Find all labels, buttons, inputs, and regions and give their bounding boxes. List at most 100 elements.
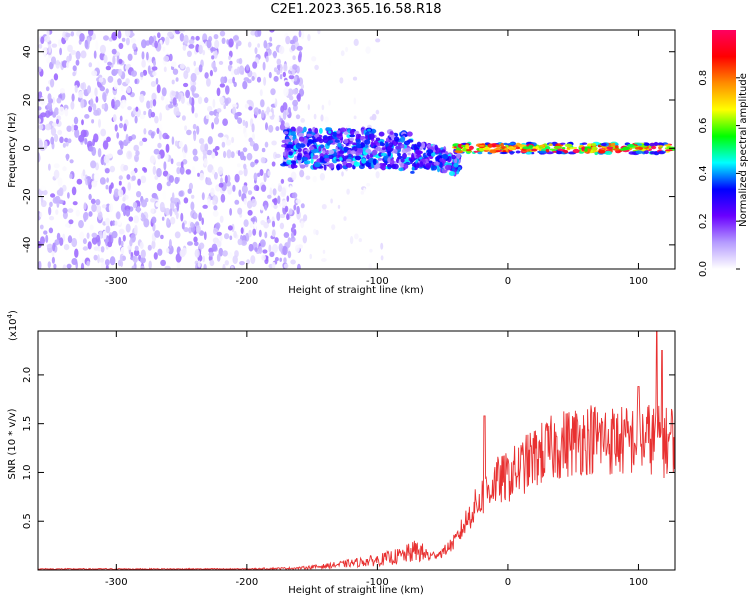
spectrogram-cell [93, 109, 100, 116]
spectrogram-cell [263, 40, 268, 49]
spectrogram-cell [123, 123, 127, 132]
spectrogram-cell [87, 241, 92, 250]
spectrogram-cell [286, 144, 294, 149]
spectrogram-cell [198, 64, 203, 73]
spectrogram-cell [40, 36, 45, 44]
spectrogram-cell [124, 30, 131, 37]
spectrogram-cell [125, 133, 129, 143]
spectrogram-cell [120, 85, 124, 92]
spectrogram-cell [321, 104, 325, 111]
spectrogram-cell [225, 139, 232, 146]
spectrogram-cell [176, 161, 182, 167]
spectrogram-cell [69, 159, 74, 164]
spectrogram-cell [232, 76, 236, 84]
spectrogram-cell [294, 75, 298, 82]
spectrogram-cell [116, 211, 121, 220]
spectrogram-cell [254, 247, 258, 252]
spectrogram-cell [165, 143, 170, 153]
spectrogram-cell [51, 43, 58, 48]
spectrogram-cell [644, 150, 649, 155]
spectrogram-cell [155, 202, 160, 208]
spectrogram-cell [252, 133, 255, 141]
spectrogram-cell [40, 236, 45, 245]
spectrogram-cell [256, 185, 260, 191]
spectrogram-cell [198, 96, 203, 105]
spectrogram-cell [375, 137, 381, 141]
spectrogram-cell [300, 30, 305, 40]
spectrogram-cell [368, 133, 375, 140]
spectrogram-cell [257, 30, 262, 37]
spectrogram-cell [156, 182, 163, 192]
spectrogram-cell [65, 223, 70, 228]
spectrogram-cell [178, 140, 184, 148]
spectrogram-cell [141, 59, 146, 68]
spectrogram-cell [89, 98, 94, 108]
spectrogram-cell [211, 151, 216, 159]
spectrogram-cell [71, 93, 75, 102]
spectrogram-cell [171, 79, 175, 85]
spectrogram-cell [172, 68, 179, 75]
spectrogram-cell [400, 144, 405, 149]
spectrogram-cell [247, 209, 253, 216]
spectrogram-cell [161, 87, 167, 97]
spectrogram-cell [283, 87, 289, 97]
spectrogram-cell [454, 157, 458, 164]
spectrogram-cell [146, 51, 149, 61]
spectrogram-cell [264, 141, 269, 148]
snr-y-scale: (x104) [6, 310, 19, 341]
spectrogram-cell [224, 174, 228, 184]
spectrogram-cell [284, 122, 290, 128]
spectrogram-cell [482, 146, 491, 151]
spectrogram-cell [119, 141, 124, 150]
spectrogram-cell [411, 166, 415, 171]
spectrogram-cell [163, 161, 167, 171]
spectrogram-cell [112, 114, 117, 122]
spectrogram-cell [190, 221, 194, 228]
spectrogram-cell [283, 257, 287, 264]
spectrogram-cell [162, 46, 166, 52]
spectrogram-cell [215, 222, 221, 230]
spectrogram-cell [366, 154, 370, 160]
spectrogram-cell [269, 36, 273, 42]
spectrogram-cell [82, 246, 89, 251]
spectrogram-cell [106, 136, 111, 143]
spectrogram-cell [211, 243, 218, 252]
spectrogram-cell [173, 197, 180, 203]
spectrogram-cell [377, 157, 383, 161]
spectrogram-cell [610, 142, 617, 147]
spectrogram-y-tick-label: 40 [22, 45, 33, 58]
spectrogram-cell [560, 142, 566, 145]
spectrogram-cell [168, 53, 173, 62]
spectrogram-cell [378, 131, 385, 137]
spectrogram-cell [139, 241, 144, 249]
spectrogram-cell [140, 212, 145, 219]
spectrogram-cell [243, 198, 247, 205]
spectrogram-cell [591, 146, 598, 151]
spectrogram-cell [292, 64, 298, 70]
spectrogram-cell [515, 150, 521, 154]
spectrogram-cell [174, 176, 179, 185]
spectrogram-cell [169, 208, 173, 217]
spectrogram-cell [290, 160, 296, 164]
spectrogram-cell [503, 142, 508, 146]
spectrogram-cell [54, 107, 59, 116]
spectrogram-cell [314, 127, 319, 134]
spectrogram-cell [100, 262, 106, 269]
spectrogram-cell [164, 97, 169, 106]
spectrogram-cell [237, 66, 240, 75]
spectrogram-cell [174, 207, 178, 216]
spectrogram-cell [379, 141, 384, 146]
spectrogram-cell [254, 221, 257, 230]
spectrogram-cell [311, 56, 317, 62]
spectrogram-cell [323, 164, 327, 171]
spectrogram-cell [365, 46, 371, 54]
spectrogram-cell [218, 182, 224, 188]
spectrogram-cell [258, 229, 262, 238]
spectrogram-cell [157, 32, 161, 39]
spectrogram-cell [217, 166, 224, 175]
spectrogram-cell [552, 150, 557, 153]
spectrogram-cell [310, 152, 314, 159]
spectrogram-cell [297, 263, 301, 269]
spectrogram-cell [118, 180, 122, 186]
spectrogram-cell [99, 177, 106, 185]
